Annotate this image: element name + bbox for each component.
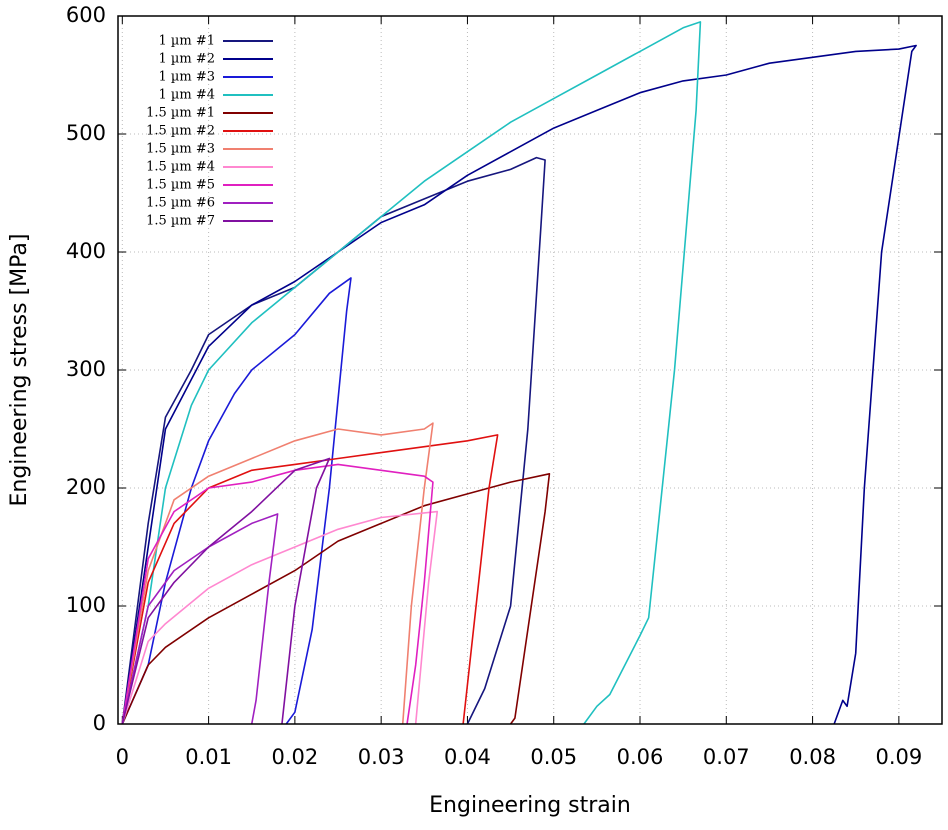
legend-label: 1.5 µm #1: [146, 106, 215, 121]
x-tick-label: 0.01: [185, 745, 232, 769]
x-axis-label: Engineering strain: [429, 793, 631, 818]
x-tick-label: 0.04: [444, 745, 491, 769]
series-line: [121, 510, 439, 725]
series-line: [121, 277, 352, 725]
legend-label: 1 µm #1: [159, 34, 215, 49]
series-line: [121, 156, 546, 725]
x-tick-label: 0.02: [271, 745, 318, 769]
legend-label: 1.5 µm #5: [146, 178, 215, 193]
x-tick-label: 0.03: [358, 745, 405, 769]
y-tick-label: 100: [66, 593, 106, 617]
y-tick-label: 200: [66, 475, 106, 499]
series-line: [121, 463, 434, 725]
plot-frame: [117, 15, 943, 725]
legend-label: 1.5 µm #7: [146, 214, 215, 229]
legend-label: 1 µm #3: [159, 70, 215, 85]
series-line: [121, 457, 331, 725]
x-tick-label: 0.09: [875, 745, 922, 769]
x-tick-label: 0.08: [789, 745, 836, 769]
x-tick-label: 0: [116, 745, 129, 769]
legend-label: 1.5 µm #6: [146, 196, 215, 211]
legend-label: 1 µm #4: [159, 88, 215, 103]
y-tick-label: 400: [66, 239, 106, 263]
x-tick-label: 0.05: [530, 745, 577, 769]
x-tick-label: 0.06: [617, 745, 664, 769]
series-line: [121, 21, 702, 725]
legend-label: 1.5 µm #3: [146, 142, 215, 157]
legend-label: 1.5 µm #4: [146, 160, 215, 175]
y-tick-label: 300: [66, 357, 106, 381]
y-axis-label: Engineering stress [MPa]: [7, 233, 32, 506]
legend-label: 1.5 µm #2: [146, 124, 215, 139]
legend-label: 1 µm #2: [159, 52, 215, 67]
series-line: [121, 422, 434, 725]
x-tick-label: 0.07: [703, 745, 750, 769]
y-tick-label: 500: [66, 121, 106, 145]
series-line: [121, 513, 279, 725]
y-tick-label: 0: [93, 711, 106, 735]
series-line: [121, 434, 499, 725]
series-line: [121, 44, 917, 725]
y-tick-label: 600: [66, 3, 106, 27]
